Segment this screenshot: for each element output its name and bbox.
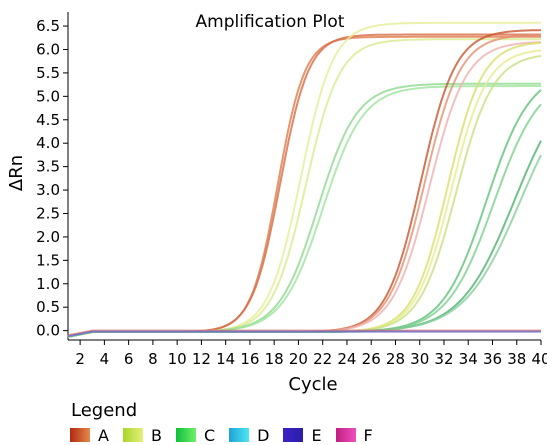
x-tick-label: 20	[289, 350, 308, 368]
y-tick-label: 2.5	[36, 204, 60, 222]
legend-item-d: D	[229, 426, 269, 445]
legend-label: E	[311, 425, 322, 445]
chart-title: Amplification Plot	[196, 12, 345, 32]
legend-title: Legend	[71, 400, 138, 421]
y-tick-label: 1.0	[36, 275, 60, 293]
x-tick-label: 34	[459, 350, 478, 368]
x-tick-label: 38	[507, 350, 526, 368]
legend-swatch	[122, 428, 143, 442]
y-tick-label: 1.5	[36, 251, 60, 269]
x-tick-label: 4	[100, 350, 110, 368]
x-tick-label: 30	[410, 350, 429, 368]
x-tick-label: 6	[124, 350, 134, 368]
y-tick-label: 5.5	[36, 64, 60, 82]
x-tick-label: 14	[216, 350, 235, 368]
legend-label: F	[363, 425, 373, 445]
x-tick-label: 36	[483, 350, 502, 368]
legend-item-c: C	[175, 425, 216, 445]
legend-swatch	[70, 428, 90, 442]
legend-label: A	[98, 425, 109, 445]
series-line-c	[67, 89, 542, 338]
y-tick-label: 3.0	[36, 181, 60, 199]
x-tick-label: 10	[168, 350, 187, 368]
x-tick-label: 24	[337, 350, 356, 368]
y-tick-label: 5.0	[36, 87, 60, 105]
x-tick-label: 16	[240, 350, 259, 368]
x-tick-label: 2	[75, 350, 85, 368]
y-axis-title: ΔRn	[6, 155, 27, 191]
y-tick-label: 0.5	[36, 298, 60, 316]
x-tick-label: 12	[192, 350, 211, 368]
x-tick-label: 32	[434, 350, 453, 368]
legend-label: D	[257, 425, 270, 445]
series-line-a	[67, 33, 541, 338]
series-lines	[67, 21, 542, 338]
legend-swatch	[335, 428, 356, 442]
legend-label: C	[203, 425, 216, 445]
y-tick-label: 6.5	[36, 17, 60, 35]
legend-item-a: A	[70, 426, 109, 445]
y-tick-label: 2.0	[36, 228, 60, 246]
x-tick-label: 8	[148, 350, 158, 368]
series-line-e	[67, 330, 541, 338]
legend-item-b: B	[122, 425, 162, 445]
legend-item-f: F	[335, 425, 373, 445]
x-tick-label: 28	[386, 350, 405, 368]
legend-swatch	[283, 428, 304, 442]
x-axis-title: Cycle	[288, 374, 337, 395]
x-axis: 2 4 6 8 10 12 14 16 18 20 22 24 26 28 30 32 34 36 38 40	[68, 339, 547, 368]
x-tick-label: 18	[265, 350, 284, 368]
series-line-c	[67, 140, 542, 338]
y-tick-label: 0.0	[36, 322, 60, 340]
legend-swatch	[175, 428, 196, 442]
y-axis: 0.0 0.5 1.0 1.5 2.0 2.5 3.0 3.5 4.0 4.5 5.0 5.5 6.0 6…	[36, 12, 69, 340]
x-tick-label: 40	[531, 350, 547, 368]
y-tick-label: 3.5	[36, 158, 60, 176]
x-tick-label: 26	[362, 350, 381, 368]
legend-swatch	[229, 428, 250, 442]
legend-item-e: E	[283, 425, 322, 445]
legend-label: B	[150, 425, 162, 445]
y-tick-label: 4.5	[36, 111, 60, 129]
x-tick-label: 22	[313, 350, 332, 368]
legend: A B C D E F	[70, 425, 387, 445]
y-tick-label: 4.0	[36, 134, 60, 152]
y-tick-label: 6.0	[36, 40, 60, 58]
